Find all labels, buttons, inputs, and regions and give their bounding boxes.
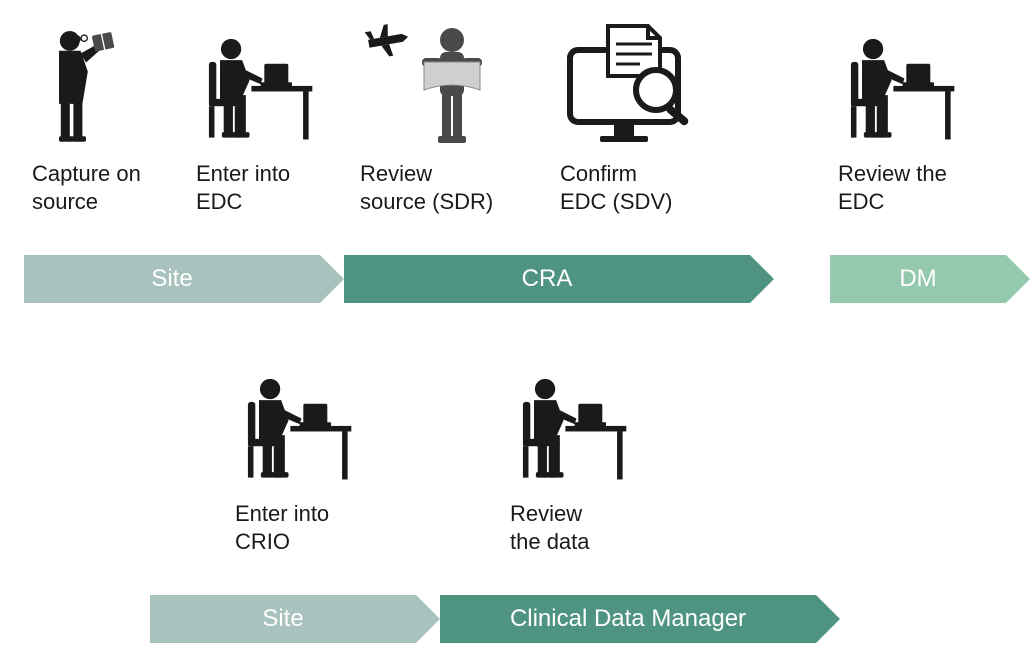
step-label: Enter intoEDC (196, 160, 346, 215)
step-label: ConfirmEDC (SDV) (560, 160, 740, 215)
arrow-label: CRA (522, 265, 573, 293)
person-at-laptop-icon (235, 360, 395, 490)
step-label: Reviewsource (SDR) (360, 160, 540, 215)
arrow-site-2: Site (150, 595, 440, 643)
step-enter-crio: Enter intoCRIO (235, 360, 395, 555)
person-at-laptop-icon (838, 20, 998, 150)
traveler-icon (360, 20, 540, 150)
step-label: Review theEDC (838, 160, 998, 215)
arrow-label: Site (262, 605, 303, 633)
process-diagram: Capture onsource (0, 0, 1032, 664)
step-confirm-sdv: ConfirmEDC (SDV) (560, 20, 740, 215)
step-review-sdr: Reviewsource (SDR) (360, 20, 540, 215)
step-capture-source: Capture onsource (32, 20, 182, 215)
step-enter-edc: Enter intoEDC (196, 20, 346, 215)
person-at-laptop-icon (510, 360, 670, 490)
arrow-label: Site (151, 265, 192, 293)
step-label: Enter intoCRIO (235, 500, 395, 555)
arrow-cdm: Clinical Data Manager (440, 595, 840, 643)
arrow-dm: DM (830, 255, 1030, 303)
arrow-label: DM (899, 265, 936, 293)
monitor-search-icon (560, 20, 740, 150)
arrow-cra: CRA (344, 255, 774, 303)
person-at-laptop-icon (196, 20, 346, 150)
step-label: Reviewthe data (510, 500, 670, 555)
arrow-label: Clinical Data Manager (510, 605, 746, 633)
step-label: Capture onsource (32, 160, 182, 215)
person-reading-icon (32, 20, 182, 150)
step-review-data: Reviewthe data (510, 360, 670, 555)
arrow-site-1: Site (24, 255, 344, 303)
step-review-edc: Review theEDC (838, 20, 998, 215)
